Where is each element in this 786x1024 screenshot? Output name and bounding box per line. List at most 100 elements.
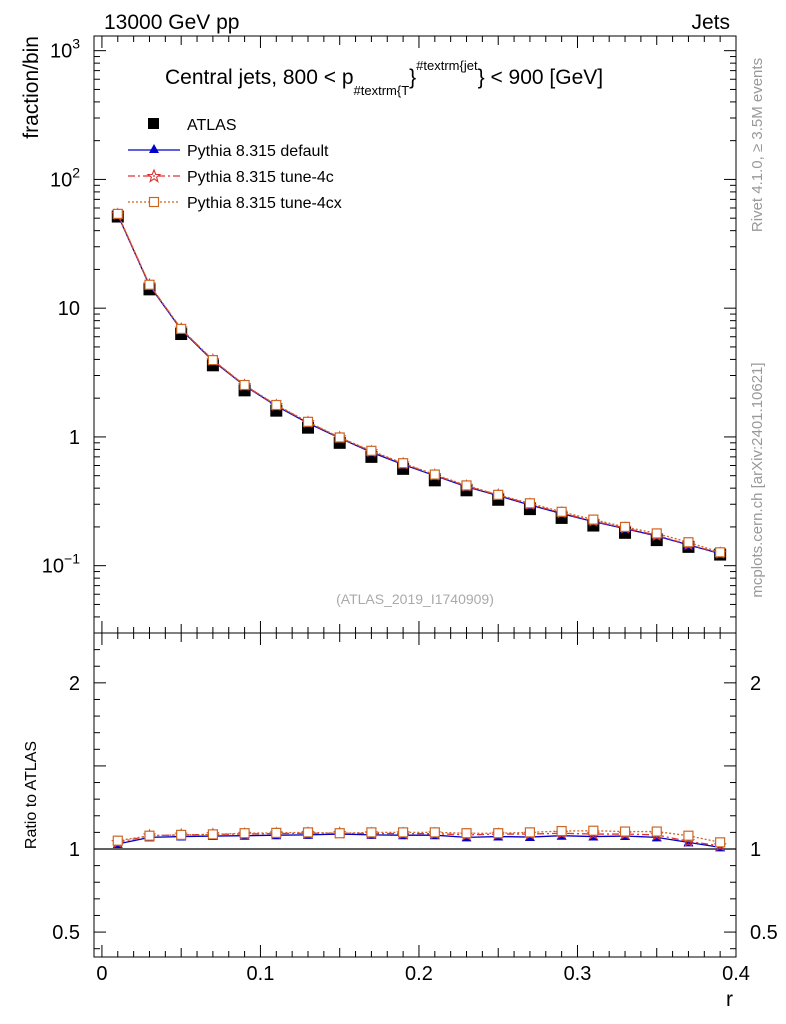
ratio-y-tick-label: 2 xyxy=(69,673,80,695)
main-point-3 xyxy=(429,469,440,480)
ratio-x-tick-label: 0.2 xyxy=(405,963,433,985)
ratio-point-2 xyxy=(683,830,694,841)
ratio-point-2 xyxy=(619,826,631,837)
ratio-point-2 xyxy=(334,828,345,839)
ratio-x-tick-label: 0.4 xyxy=(722,963,750,985)
main-point-3 xyxy=(176,323,187,335)
main-series-layer xyxy=(111,207,727,561)
title-sup: #textrm{jet xyxy=(416,58,478,73)
main-y-tick-label: 1 xyxy=(69,427,80,449)
legend-entry-atlas: ATLAS xyxy=(148,117,237,134)
main-point-3 xyxy=(398,458,409,469)
ratio-point-2 xyxy=(715,837,726,848)
legend-label-default: Pythia 8.315 default xyxy=(187,143,329,160)
ratio-point-2 xyxy=(112,835,123,846)
ratio-point-2 xyxy=(461,828,472,839)
header-right: Jets xyxy=(691,11,730,34)
ratio-series-layer xyxy=(111,825,727,852)
main-point-3 xyxy=(271,399,282,411)
main-series-line-1 xyxy=(117,214,721,555)
ratio-point-2 xyxy=(429,827,440,838)
main-point-3 xyxy=(239,379,250,391)
main-point-3 xyxy=(366,445,377,456)
main-series-2 xyxy=(111,207,727,559)
watermark: (ATLAS_2019_I1740909) xyxy=(336,591,494,607)
ratio-y-tick-label: 0.5 xyxy=(52,922,80,944)
title-sub: #textrm{T xyxy=(354,83,410,98)
ratio-point-2 xyxy=(144,830,155,841)
main-y-tick-label: 103 xyxy=(50,36,80,63)
ratio-series-2 xyxy=(112,825,726,848)
main-point-3 xyxy=(207,355,218,366)
main-ylabel: fraction/bin xyxy=(20,36,43,139)
legend-marker-default xyxy=(149,144,159,153)
legend-label-4c: Pythia 8.315 tune-4c xyxy=(187,169,334,186)
ratio-series-line-2 xyxy=(117,830,721,843)
legend: ATLAS Pythia 8.315 default Pythia 8.315 … xyxy=(128,117,342,212)
ratio-x-tick-label: 0.3 xyxy=(564,963,592,985)
ratio-ylabel: Ratio to ATLAS xyxy=(23,741,40,849)
ratio-point-2 xyxy=(366,827,377,838)
ratio-point-2 xyxy=(271,827,282,838)
legend-marker-4cx xyxy=(148,196,160,208)
ratio-point-2 xyxy=(556,825,567,837)
main-y-tick-label: 102 xyxy=(50,164,80,191)
main-series-3 xyxy=(112,208,726,558)
ratio-point-2 xyxy=(588,825,599,836)
legend-entry-4cx: Pythia 8.315 tune-4cx xyxy=(128,195,342,212)
main-point-3 xyxy=(683,537,694,548)
ratio-axis-ticks xyxy=(94,633,737,957)
main-point-3 xyxy=(524,498,536,509)
tick-exponent: 2 xyxy=(72,164,80,180)
ratio-point-2 xyxy=(493,828,504,839)
header-left: 13000 GeV pp xyxy=(104,11,239,34)
tick-exponent: 3 xyxy=(72,36,80,52)
legend-marker-atlas xyxy=(148,118,159,129)
ratio-point-2 xyxy=(176,829,187,840)
main-series-1 xyxy=(112,209,726,558)
tick-base: 10 xyxy=(50,41,72,63)
ratio-x-tick-labels: 0 0.1 0.2 0.3 0.4 xyxy=(96,963,750,985)
main-axis-ticks xyxy=(94,36,737,634)
main-point-3 xyxy=(144,279,155,290)
ratio-point-2 xyxy=(207,829,218,840)
tick-base: 10 xyxy=(58,298,80,320)
main-point-3 xyxy=(715,547,726,558)
ratio-point-2 xyxy=(239,828,250,839)
ratio-panel: 2 21 10.5 0.5 0 0.1 0.2 0.3 0.4 Ratio to ATLAS … xyxy=(23,632,778,1011)
ratio-y-tick-label-right: 0.5 xyxy=(750,922,778,944)
main-point-3 xyxy=(334,432,345,443)
main-point-3 xyxy=(461,480,472,491)
ratio-x-tick-label: 0 xyxy=(96,963,107,985)
ratio-point-2 xyxy=(651,826,662,837)
main-point-3 xyxy=(556,506,567,517)
ratio-point-2 xyxy=(302,827,314,838)
main-y-tick-label: 10 xyxy=(58,298,80,320)
ratio-y-tick-label-right: 1 xyxy=(750,839,761,861)
rivet-label: Rivet 4.1.0, ≥ 3.5M events xyxy=(749,58,766,232)
main-point-3 xyxy=(302,416,314,427)
main-point-3 xyxy=(651,528,662,539)
legend-entry-4c: Pythia 8.315 tune-4c xyxy=(128,168,334,186)
legend-entry-default: Pythia 8.315 default xyxy=(128,143,329,160)
ratio-y-tick-labels: 2 2 1 1 0.5 0.5 xyxy=(52,673,778,944)
main-y-tick-label: 10−1 xyxy=(42,551,80,578)
main-point-3 xyxy=(493,489,504,500)
main-series-line-3 xyxy=(117,213,721,553)
tick-exponent: −1 xyxy=(64,551,80,567)
main-point-0 xyxy=(555,511,568,524)
ratio-frame xyxy=(93,632,737,958)
title-tail: < 900 [GeV] xyxy=(485,66,604,89)
main-point-3 xyxy=(112,208,123,219)
title-brace-1: } xyxy=(409,66,416,89)
mcplots-label: mcplots.cern.ch [arXiv:2401.10621] xyxy=(749,362,766,597)
main-point-3 xyxy=(588,514,599,525)
ratio-y-tick-label: 1 xyxy=(69,839,80,861)
main-series-line-2 xyxy=(117,214,721,554)
tick-base: 10 xyxy=(50,169,72,191)
main-title: Central jets, 800 < p#textrm{T}#textrm{j… xyxy=(165,58,603,98)
ratio-point-2 xyxy=(524,827,536,838)
